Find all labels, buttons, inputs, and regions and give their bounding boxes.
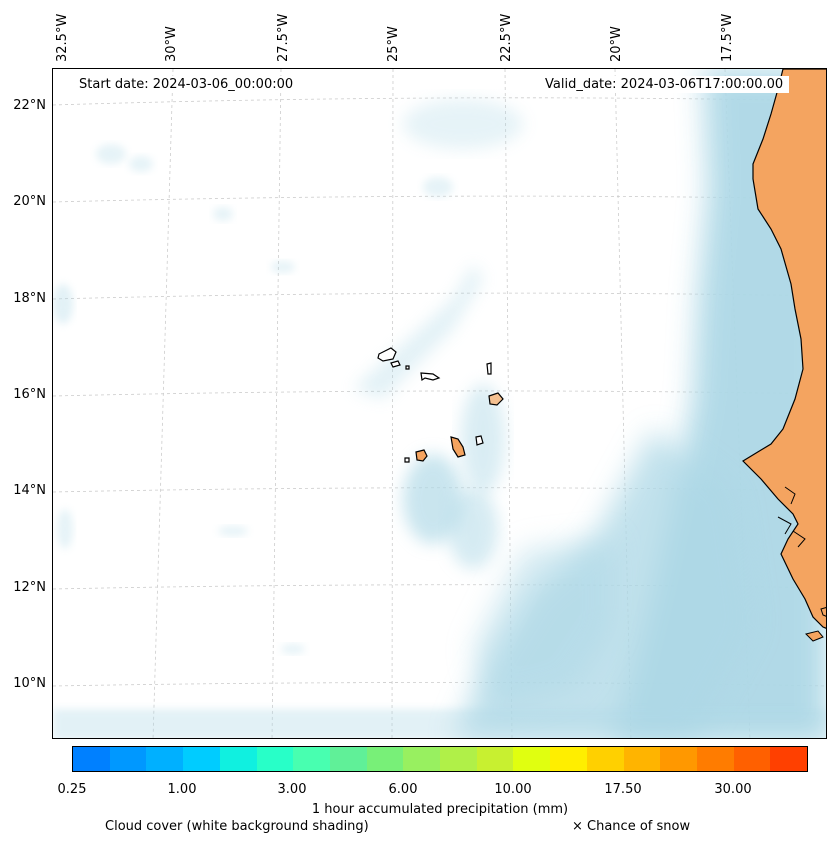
lat-label-20n: 20°N xyxy=(13,194,46,209)
colorbar-tick-17-50: 17.50 xyxy=(604,782,642,797)
lat-label-16n: 16°N xyxy=(13,387,46,402)
colorbar-segment-4 xyxy=(219,747,257,771)
island-maio xyxy=(475,435,484,446)
cloud-streak-northeast xyxy=(353,264,483,399)
lon-label-20w: 20°W xyxy=(609,26,624,62)
gridline-lat-14n xyxy=(53,487,826,493)
lat-label-14n: 14°N xyxy=(13,483,46,498)
colorbar-segment-1 xyxy=(109,747,147,771)
colorbar-segment-14 xyxy=(586,747,624,771)
island-boa-vista xyxy=(488,392,504,406)
gridline-lat-20n xyxy=(53,195,826,203)
gridline-lat-12n xyxy=(53,584,826,590)
colorbar-segment-18 xyxy=(733,747,771,771)
gridline-lon-27-5w xyxy=(271,69,282,738)
island-sao-vicente xyxy=(390,360,401,368)
gridline-lat-18n xyxy=(53,292,826,300)
gridline-lon-30w xyxy=(152,69,174,738)
cloud-patch-west-1 xyxy=(53,284,73,324)
lon-label-32-5w: 32.5°W xyxy=(55,13,70,62)
coastal-islands xyxy=(805,607,826,642)
colorbar-tick-30-00: 30.00 xyxy=(714,782,752,797)
precipitation-colorbar xyxy=(72,746,808,772)
colorbar-segment-5 xyxy=(256,747,294,771)
lon-label-17-5w: 17.5°W xyxy=(720,13,735,62)
cloud-patch-south-central xyxy=(448,489,498,569)
colorbar-segment-10 xyxy=(440,747,477,771)
island-santa-luzia xyxy=(405,365,410,370)
lat-label-10n: 10°N xyxy=(13,676,46,691)
cabo-verde-islands xyxy=(377,347,504,463)
cloud-patch-south-2 xyxy=(281,644,305,654)
colorbar-segment-13 xyxy=(550,747,587,771)
gridline-lon-25w xyxy=(391,69,394,738)
colorbar-segment-17 xyxy=(696,747,734,771)
colorbar-segment-2 xyxy=(146,747,184,771)
cloud-patch-islands-south xyxy=(403,454,463,544)
lat-label-12n: 12°N xyxy=(13,580,46,595)
west-africa-landmass xyxy=(742,69,826,629)
colorbar-segment-19 xyxy=(770,747,808,771)
valid-date-label: Valid_date: 2024-03-06T17:00:00.00 xyxy=(539,76,790,93)
start-date-label: Start date: 2024-03-06_00:00:00 xyxy=(73,76,300,93)
colorbar-segment-7 xyxy=(329,747,367,771)
colorbar-segment-6 xyxy=(293,747,330,771)
map-panel[interactable] xyxy=(52,68,827,739)
cloud-patch-northwest-1 xyxy=(96,144,126,164)
cloud-patch-north-2 xyxy=(423,177,453,197)
island-brava xyxy=(404,457,410,463)
gridline-lat-10n xyxy=(53,682,826,687)
colorbar-segment-11 xyxy=(476,747,514,771)
colorbar-tick-3-00: 3.00 xyxy=(277,782,307,797)
colorbar-label: 1 hour accumulated precipitation (mm) xyxy=(311,802,569,817)
cloud-cover-shading xyxy=(53,69,826,738)
island-sal xyxy=(486,362,492,375)
lat-label-18n: 18°N xyxy=(13,291,46,306)
colorbar-segment-15 xyxy=(623,747,661,771)
lon-label-27-5w: 27.5°W xyxy=(276,13,291,62)
colorbar-tick-1-00: 1.00 xyxy=(167,782,197,797)
cloud-patch-north xyxy=(403,99,523,149)
cloud-tongue-south xyxy=(473,539,613,709)
island-santo-antao xyxy=(377,347,397,362)
lon-label-25w: 25°W xyxy=(386,26,401,62)
cloud-patch-central-1 xyxy=(213,207,233,221)
snow-chance-note: × Chance of snow xyxy=(572,819,691,834)
cloud-band-bottom xyxy=(53,709,826,738)
island-santiago xyxy=(450,436,466,458)
colorbar-tick-0-25: 0.25 xyxy=(57,782,87,797)
senegal-coast-detail xyxy=(777,486,806,548)
colorbar-segment-16 xyxy=(660,747,697,771)
lon-label-22-5w: 22.5°W xyxy=(499,13,514,62)
colorbar-tick-10-00: 10.00 xyxy=(494,782,532,797)
colorbar-segment-0 xyxy=(73,747,110,771)
gridline-lat-22n xyxy=(53,97,826,106)
cloud-patch-islands-east xyxy=(461,384,505,494)
gridline-lat-16n xyxy=(53,390,826,397)
colorbar-segment-9 xyxy=(403,747,441,771)
colorbar-segment-8 xyxy=(366,747,404,771)
colorbar-segment-3 xyxy=(183,747,220,771)
cloud-patch-northwest-2 xyxy=(129,156,153,172)
cloud-patch-south-1 xyxy=(218,526,248,536)
island-fogo xyxy=(415,449,428,462)
cloud-cover-note: Cloud cover (white background shading) xyxy=(105,819,369,834)
colorbar-segment-12 xyxy=(513,747,551,771)
cloud-patch-central-2 xyxy=(271,261,295,273)
cloud-patch-west-2 xyxy=(57,509,73,549)
colorbar-tick-6-00: 6.00 xyxy=(388,782,418,797)
lat-label-22n: 22°N xyxy=(13,98,46,113)
lon-label-30w: 30°W xyxy=(164,26,179,62)
map-canvas xyxy=(53,69,826,738)
island-sao-nicolau xyxy=(420,372,441,382)
